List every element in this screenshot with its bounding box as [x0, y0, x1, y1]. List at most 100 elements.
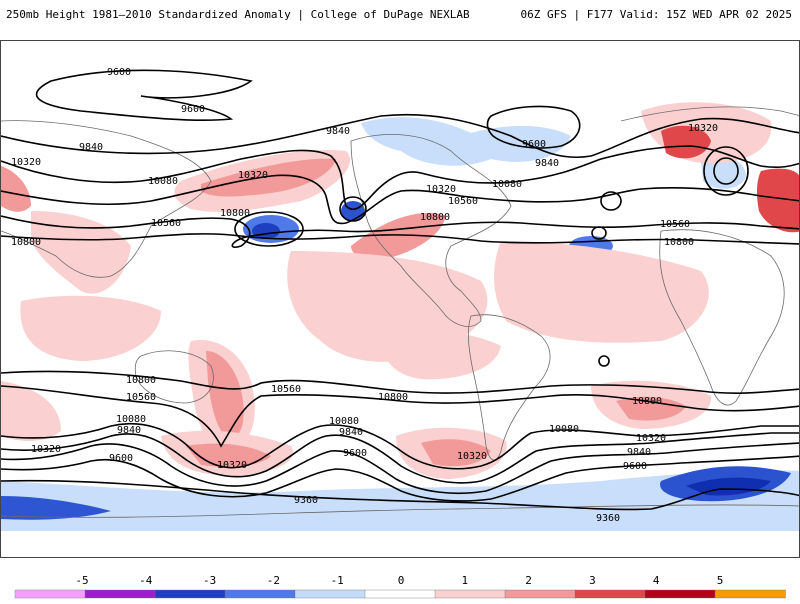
- contour-9600-south: [1, 455, 799, 502]
- map-title: 250mb Height 1981–2010 Standardized Anom…: [6, 8, 470, 21]
- contour-labels: 9600 9600 9840 9840 9600 9840 10320 1032…: [11, 67, 718, 524]
- arctic-negative-anomaly: [361, 117, 571, 166]
- contour-label: 10800: [632, 396, 662, 407]
- east-atlantic-positive-anomaly: [756, 168, 799, 233]
- europe-positive-anomaly-core: [661, 125, 711, 159]
- contour-label: 10320: [688, 123, 718, 134]
- colorbar-swatch: [84, 589, 156, 599]
- colorbar-swatch: [434, 589, 506, 599]
- colorbar-tick-label: 2: [525, 574, 532, 587]
- contour-9600-arctic: [486, 105, 581, 149]
- colorbar-tick-label: 1: [461, 574, 468, 587]
- contour-label: 9360: [294, 495, 318, 506]
- contour-10560-south: [1, 385, 799, 448]
- contour-closed-scandinavia-b: [713, 157, 739, 185]
- colorbar-tick-label: -4: [139, 574, 153, 587]
- contour-closed-pacific: [234, 211, 304, 247]
- north-america-coast: [350, 134, 512, 327]
- colorbar-svg: -5 -4 -3 -2 -1 0 1 2 3 4 5: [14, 574, 786, 599]
- contour-label: 10800: [378, 392, 408, 403]
- south-america-coast: [467, 314, 551, 461]
- contour-label: 10320: [636, 433, 666, 444]
- contour-label: 9600: [181, 104, 205, 115]
- colorbar-swatch: [504, 589, 576, 599]
- contour-closed-indian: [598, 355, 610, 367]
- contour-label: 10320: [11, 157, 41, 168]
- contour-label: 10320: [31, 444, 61, 455]
- southwest-negative-anomaly-core: [1, 496, 111, 520]
- africa-coast: [659, 229, 785, 406]
- anomaly-colorbar: -5 -4 -3 -2 -1 0 1 2 3 4 5: [0, 570, 800, 600]
- australia-coast: [134, 350, 214, 404]
- contour-label: 9600: [343, 448, 367, 459]
- contour-closed-aleutian: [339, 196, 367, 222]
- indian-ocean-positive: [20, 295, 162, 361]
- colorbar-swatch: [154, 589, 226, 599]
- contour-label: 10560: [660, 219, 690, 230]
- header: 250mb Height 1981–2010 Standardized Anom…: [0, 0, 800, 34]
- contour-label: 9600: [522, 139, 546, 150]
- contour-label: 10320: [238, 170, 268, 181]
- map-panel: 9600 9600 9840 9840 9600 9840 10320 1032…: [0, 40, 800, 558]
- contour-label: 10080: [116, 414, 146, 425]
- colorbar-swatch: [364, 589, 436, 599]
- contour-label: 10800: [664, 237, 694, 248]
- contour-label: 10800: [126, 375, 156, 386]
- contour-label: 10320: [457, 451, 487, 462]
- colorbar-tick-label: -1: [331, 574, 344, 587]
- contour-label: 10080: [492, 179, 522, 190]
- contour-10320-north: [1, 174, 799, 225]
- australia-positive-anomaly-core: [206, 351, 244, 439]
- contour-10560-north: [1, 215, 799, 248]
- coastlines: [1, 106, 799, 518]
- contour-9360-south: [1, 479, 799, 511]
- contour-10320-south: [1, 422, 799, 470]
- tropical-atlantic-positive: [494, 241, 709, 343]
- southwest-positive-anomaly: [1, 381, 61, 441]
- contour-label: 9840: [117, 425, 141, 436]
- contour-label: 10560: [151, 218, 181, 229]
- colorbar-tick-label: -3: [203, 574, 216, 587]
- contour-label: 10560: [448, 196, 478, 207]
- west-edge-positive-anomaly: [1, 166, 31, 212]
- contour-closed-north-atlantic: [591, 226, 607, 240]
- contour-10800-south: [1, 370, 799, 394]
- contour-10080-north: [1, 145, 799, 211]
- colorbar-tick-label: 4: [653, 574, 660, 587]
- height-contours: [1, 69, 799, 511]
- contour-label: 10320: [426, 184, 456, 195]
- contour-label: 9360: [596, 513, 620, 524]
- contour-label: 10080: [329, 416, 359, 427]
- contour-label: 9600: [623, 461, 647, 472]
- contour-label: 10080: [148, 176, 178, 187]
- colorbar-swatch: [714, 589, 786, 599]
- colorbar-tick-label: 0: [398, 574, 405, 587]
- antarctica-coast: [1, 504, 799, 518]
- contour-label: 10080: [549, 424, 579, 435]
- contour-10800-north: [1, 233, 799, 245]
- contour-label: 10560: [126, 392, 156, 403]
- contour-9840-north: [1, 113, 799, 159]
- eurasia-coast: [1, 106, 799, 278]
- contour-label: 10800: [11, 237, 41, 248]
- contour-label: 9840: [79, 142, 103, 153]
- contour-label: 9600: [109, 453, 133, 464]
- contour-closed-scandinavia-a: [703, 146, 749, 196]
- colorbar-tick-label: -5: [75, 574, 88, 587]
- colorbar-swatch: [644, 589, 716, 599]
- colorbar-swatch: [224, 589, 296, 599]
- pacific-low-anomaly-core: [252, 223, 280, 239]
- contour-label: 10800: [220, 208, 250, 219]
- colorbar-tick-label: -2: [267, 574, 280, 587]
- contour-label: 9840: [535, 158, 559, 169]
- contour-label: 10560: [271, 384, 301, 395]
- contour-label: 9600: [107, 67, 131, 78]
- contour-label: 9840: [339, 427, 363, 438]
- contour-label: 10800: [420, 212, 450, 223]
- contour-label: 9840: [326, 126, 350, 137]
- north-pacific-positive-anomaly-mid: [201, 158, 336, 197]
- map-svg: 9600 9600 9840 9840 9600 9840 10320 1032…: [1, 67, 799, 531]
- contour-10080-south: [1, 432, 799, 484]
- southeast-negative-anomaly-mid: [686, 477, 771, 496]
- south-indian-positive-anomaly-core: [616, 396, 686, 421]
